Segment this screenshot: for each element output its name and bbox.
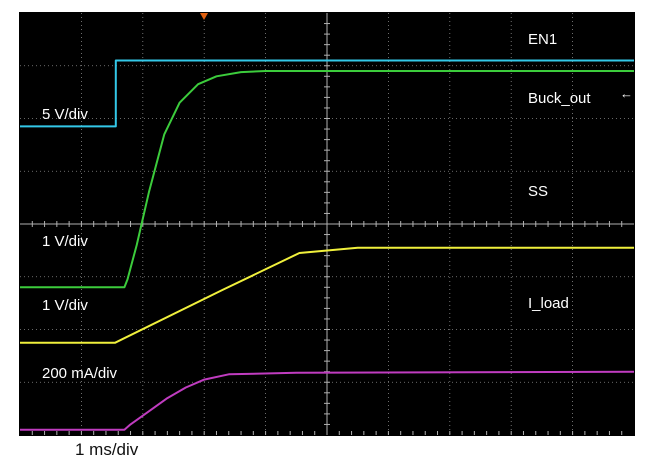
trace-ss [20,246,634,344]
scale-label-i-load: 200 mA/div [42,365,118,382]
trace-group [20,59,635,431]
trace-i-load [20,370,635,431]
trace-label-i-load: I_load [528,295,569,312]
scale-label-buck-out: 1 V/div [42,233,88,250]
scale-label-en1: 5 V/div [42,106,88,123]
timebase-label: 1 ms/div [75,440,139,459]
trace-label-buck-out: Buck_out [528,90,591,107]
scale-label-ss: 1 V/div [42,297,88,314]
trace-buck-out [20,70,634,289]
trace-label-en1: EN1 [528,31,557,48]
trace-label-ss: SS [528,183,548,200]
arrow-left-icon: ← [620,86,633,101]
trace-en1 [20,59,634,128]
graticule-grid [20,13,634,435]
trigger-marker-icon [200,13,208,20]
